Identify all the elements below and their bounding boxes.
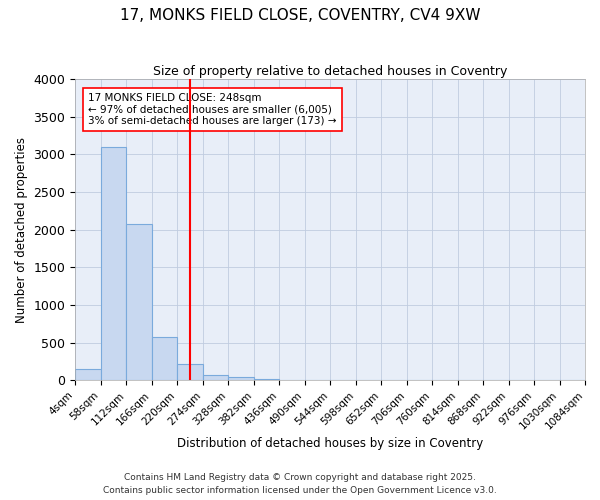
Bar [203,375,228,380]
Bar [228,376,254,380]
Text: Contains HM Land Registry data © Crown copyright and database right 2025.
Contai: Contains HM Land Registry data © Crown c… [103,474,497,495]
Bar [152,338,177,380]
Text: 17, MONKS FIELD CLOSE, COVENTRY, CV4 9XW: 17, MONKS FIELD CLOSE, COVENTRY, CV4 9XW [120,8,480,22]
Bar [75,369,101,380]
Bar [126,224,152,380]
Title: Size of property relative to detached houses in Coventry: Size of property relative to detached ho… [153,65,507,78]
Bar [254,379,279,380]
Bar [177,364,203,380]
Y-axis label: Number of detached properties: Number of detached properties [15,136,28,322]
Bar [101,147,126,380]
Text: 17 MONKS FIELD CLOSE: 248sqm
← 97% of detached houses are smaller (6,005)
3% of : 17 MONKS FIELD CLOSE: 248sqm ← 97% of de… [88,92,337,126]
X-axis label: Distribution of detached houses by size in Coventry: Distribution of detached houses by size … [177,437,483,450]
